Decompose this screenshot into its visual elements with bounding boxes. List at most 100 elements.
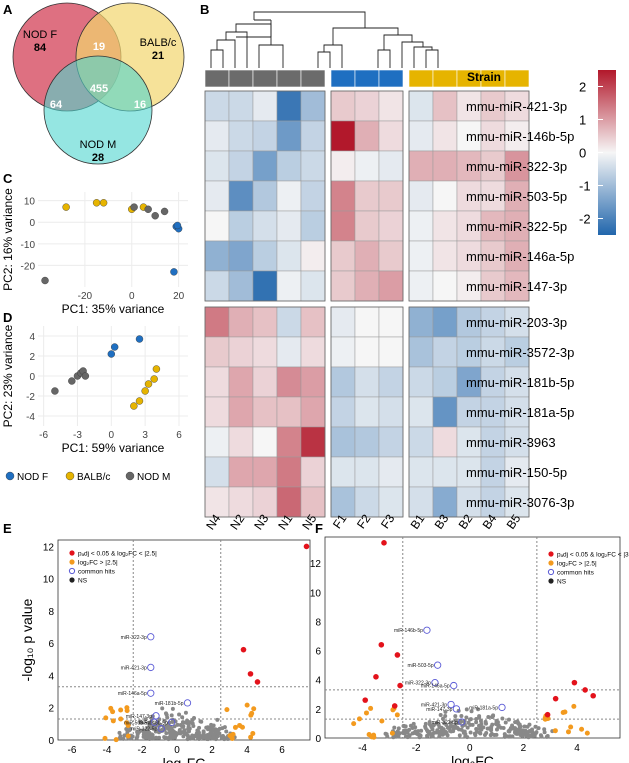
x-tick-label: 6	[176, 430, 182, 441]
common-hit-point	[147, 689, 155, 697]
heatmap-cell	[504, 150, 530, 182]
fc-point	[571, 703, 577, 709]
heatmap-cell	[228, 456, 254, 488]
heatmap-cell	[330, 306, 356, 338]
ns-point	[494, 727, 499, 732]
strain-cell-n2	[228, 69, 254, 88]
ns-point	[520, 728, 525, 733]
ns-point	[216, 727, 221, 732]
ns-point	[392, 725, 397, 730]
fc-point	[568, 724, 574, 730]
ns-point	[182, 732, 187, 737]
y-axis-label: PC2: 16% variance	[1, 188, 15, 291]
heatmap-cell	[456, 180, 482, 212]
venn-diagram: NOD F 84 BALB/c 21 NOD M 28 19 64 455 16	[12, 2, 185, 165]
fc-point	[237, 722, 243, 728]
ns-point	[507, 729, 512, 734]
ns-point	[180, 715, 185, 720]
heatmap-cell	[480, 426, 506, 458]
ns-point	[168, 735, 173, 740]
scale-tick-label: 2	[579, 80, 586, 95]
heatmap-cell	[480, 366, 506, 398]
hit-label: miR-146b-5p	[394, 628, 423, 634]
ns-point	[410, 731, 415, 736]
hit-label: miR-181b-5p	[155, 701, 184, 707]
significant-point	[544, 711, 551, 718]
y-tick-label: -20	[21, 261, 36, 272]
x-tick-label: 0	[174, 745, 180, 756]
ns-point	[186, 722, 191, 727]
x-tick-label: -6	[39, 430, 48, 441]
heatmap-row-label: mmu-miR-146a-5p	[466, 249, 574, 264]
ns-point	[125, 730, 130, 735]
plot-frame	[324, 536, 621, 739]
heatmap-cell	[408, 336, 434, 368]
ns-point	[464, 715, 469, 720]
hit-label: miR-146a-5p	[421, 684, 450, 690]
heatmap-cell	[456, 240, 482, 272]
venn-count-nod-m: 28	[92, 152, 104, 164]
ns-point	[518, 732, 523, 737]
heatmap-cell	[252, 120, 278, 152]
y-tick-label: 4	[315, 676, 321, 687]
heatmap-cell	[330, 90, 356, 122]
ns-point	[502, 732, 507, 737]
y-tick-label: 0	[29, 218, 35, 229]
heatmap-cell	[204, 240, 230, 272]
ns-point	[430, 727, 435, 732]
ns-point	[495, 720, 500, 725]
ns-point	[538, 733, 543, 738]
heatmap-cell	[432, 396, 458, 428]
fc-point	[579, 726, 585, 732]
x-tick-label: 0	[129, 291, 135, 302]
ns-point	[164, 731, 169, 736]
significant-point	[247, 671, 254, 677]
ns-point	[186, 727, 191, 732]
heatmap-cell	[252, 396, 278, 428]
heatmap-cell	[480, 180, 506, 212]
venn-overlap-b-m: 16	[134, 99, 146, 111]
strain-cell-n5	[300, 69, 326, 88]
heatmap-cell	[330, 270, 356, 302]
ns-point	[506, 717, 511, 722]
heatmap-cell	[204, 486, 230, 518]
strain-label: Strain	[467, 70, 501, 84]
fc-point	[125, 722, 131, 728]
heatmap-cell	[300, 240, 326, 272]
ns-point	[206, 727, 211, 732]
x-tick-label: -6	[68, 745, 77, 756]
pca-point	[141, 387, 149, 395]
ns-point	[215, 734, 220, 739]
heatmap-cell	[228, 90, 254, 122]
ns-point	[443, 709, 448, 714]
heatmap-cell	[204, 396, 230, 428]
significant-point	[381, 540, 387, 546]
ns-point	[457, 733, 462, 738]
x-tick-label: 20	[173, 291, 185, 302]
ns-point	[147, 720, 152, 725]
ns-point	[485, 726, 490, 731]
venn-circle-nod-m	[43, 55, 153, 165]
common-hit-point	[450, 681, 458, 690]
heatmap-cell	[252, 426, 278, 458]
heatmap-cell	[204, 456, 230, 488]
legend-label: common hits	[78, 569, 116, 576]
heatmap-cell	[276, 396, 302, 428]
heatmap-cell	[204, 180, 230, 212]
heatmap-cell	[330, 120, 356, 152]
ns-point	[175, 722, 180, 727]
ns-point	[518, 724, 523, 729]
heatmap-cell	[354, 456, 380, 488]
ns-point	[499, 725, 504, 730]
heatmap-cell	[276, 150, 302, 182]
heatmap-cell	[204, 150, 230, 182]
strain-cell-f2	[354, 69, 380, 88]
fc-point	[552, 728, 558, 734]
heatmap-cell	[228, 486, 254, 518]
pca-point	[135, 397, 144, 405]
pca-point	[170, 268, 178, 276]
heatmap-block-frame	[330, 90, 404, 302]
hit-label: miR-421-3p	[121, 665, 147, 671]
color-scale: 2 1 0 -1 -2	[579, 70, 616, 235]
